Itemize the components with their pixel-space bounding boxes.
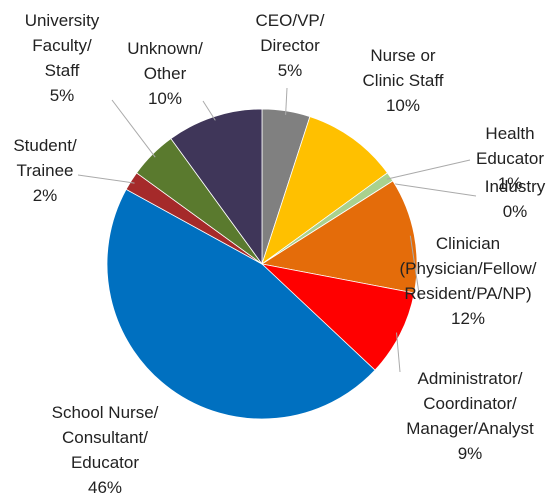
- category-label: Student/ Trainee: [13, 136, 77, 180]
- category-label: University Faculty/ Staff: [24, 11, 100, 80]
- leader-line: [389, 182, 477, 197]
- slice-label: CEO/VP/ Director 5%: [256, 8, 325, 83]
- category-label: Health Educator: [475, 124, 545, 168]
- value-label: 10%: [385, 96, 421, 115]
- slice-label: Student/ Trainee 2%: [13, 133, 76, 208]
- value-label: 2%: [32, 186, 58, 205]
- slice-label: Administrator/ Coordinator/ Manager/Anal…: [406, 366, 534, 466]
- category-label: CEO/VP/ Director: [255, 11, 325, 55]
- value-label: 10%: [147, 89, 183, 108]
- pie-slice: [261, 116, 388, 266]
- pie-slice: [106, 188, 376, 420]
- slice-label: Clinician (Physician/Fellow/ Resident/PA…: [400, 231, 537, 331]
- value-label: 5%: [277, 61, 303, 80]
- value-label: 1%: [497, 174, 523, 193]
- slice-label: Nurse or Clinic Staff 10%: [363, 43, 444, 118]
- value-label: 12%: [450, 309, 486, 328]
- slice-label: Industry 0%: [485, 174, 545, 224]
- category-label: Clinician (Physician/Fellow/ Resident/PA…: [399, 234, 537, 303]
- category-label: Nurse or Clinic Staff: [362, 46, 444, 90]
- leader-line: [386, 159, 471, 180]
- slice-label: Health Educator 1%: [476, 121, 544, 196]
- leader-line: [285, 87, 288, 115]
- category-label: Administrator/ Coordinator/ Manager/Anal…: [406, 369, 534, 438]
- leader-line: [111, 99, 156, 158]
- pie-slice: [170, 108, 263, 266]
- category-label: School Nurse/ Consultant/ Educator: [51, 403, 159, 472]
- pie-slice: [260, 180, 418, 294]
- leader-line: [77, 174, 135, 184]
- leader-line: [409, 235, 421, 301]
- pie-slice: [260, 263, 415, 371]
- slice-label: Unknown/ Other 10%: [127, 36, 203, 111]
- value-label: 0%: [502, 202, 528, 221]
- value-label: 5%: [49, 86, 75, 105]
- slice-label: School Nurse/ Consultant/ Educator 46%: [52, 400, 159, 498]
- leader-line: [202, 100, 216, 121]
- category-label: Unknown/ Other: [127, 39, 203, 83]
- leader-line: [396, 332, 401, 373]
- category-label: Industry: [484, 177, 546, 196]
- slice-label: University Faculty/ Staff 5%: [25, 8, 100, 108]
- value-label: 46%: [87, 478, 123, 497]
- value-label: 9%: [457, 444, 483, 463]
